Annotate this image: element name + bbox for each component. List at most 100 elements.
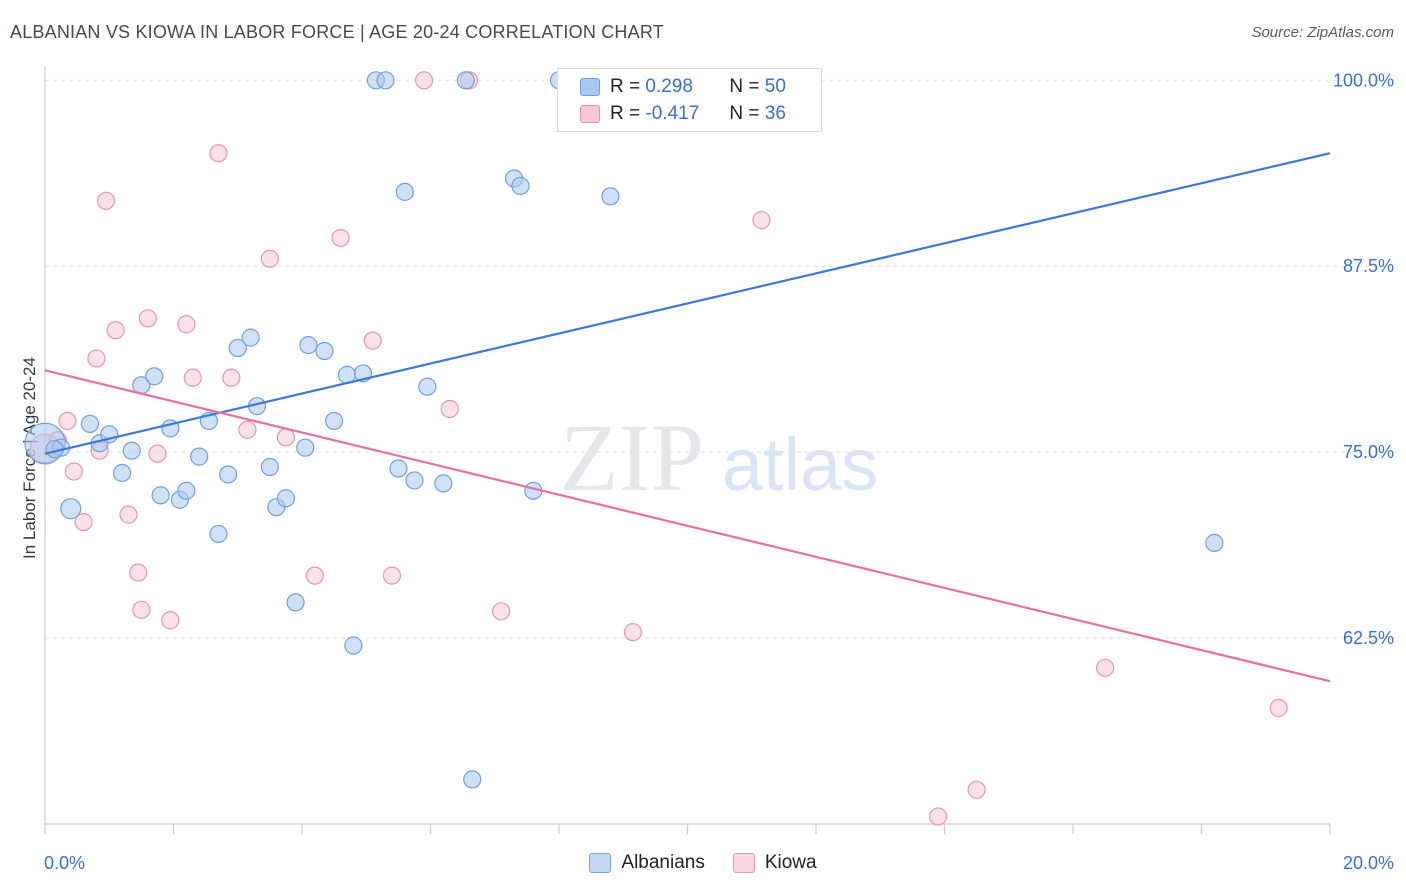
albanian-point xyxy=(260,457,279,477)
y-tick-label: 87.5% xyxy=(1343,256,1394,276)
kiowa-point xyxy=(177,315,196,334)
x-tick-label: 0.0% xyxy=(44,853,85,873)
kiowa-point xyxy=(440,399,459,419)
x-tick-label: 20.0% xyxy=(1343,853,1394,873)
kiowa-point xyxy=(331,228,350,248)
albanians-trend-line xyxy=(44,152,1331,455)
kiowa-point xyxy=(138,309,157,328)
albanian-point xyxy=(296,438,315,457)
kiowa-point xyxy=(132,600,151,619)
albanian-point xyxy=(286,593,305,612)
r-value-kiowa: -0.417 xyxy=(645,103,700,124)
grid-lines xyxy=(45,79,1392,639)
albanian-point xyxy=(122,441,141,460)
kiowa-point xyxy=(382,566,402,585)
kiowa-point xyxy=(1269,698,1288,718)
kiowa-point xyxy=(148,444,167,463)
albanian-point xyxy=(209,524,228,544)
source-label: Source: ZipAtlas.com xyxy=(1251,24,1394,41)
albanian-point xyxy=(151,486,170,505)
albanian-point xyxy=(456,71,475,90)
kiowa-point xyxy=(58,411,77,431)
albanian-point xyxy=(219,465,238,484)
albanian-point xyxy=(344,636,363,655)
kiowa-point xyxy=(260,249,279,268)
albanian-point xyxy=(241,328,260,347)
albanian-point xyxy=(112,463,132,483)
series-legend: Albanians Kiowa xyxy=(0,852,1406,874)
n-label: N = xyxy=(729,103,760,124)
kiowa-point xyxy=(161,611,180,630)
stats-row-albanians: R = 0.298 N = 50 xyxy=(580,74,786,100)
albanian-point xyxy=(276,489,296,508)
kiowa-point xyxy=(106,321,125,340)
kiowa-point xyxy=(967,780,986,799)
albanian-points xyxy=(24,71,1224,789)
x-tick-labels: 0.0% 20.0% xyxy=(44,853,1394,873)
albanian-point xyxy=(145,367,164,386)
albanian-point xyxy=(463,770,482,789)
albanians-swatch xyxy=(580,78,600,96)
n-value-kiowa: 36 xyxy=(764,103,786,124)
kiowa-point xyxy=(305,566,324,585)
watermark-zip: ZIP xyxy=(560,404,704,511)
kiowa-point xyxy=(64,462,84,481)
kiowa-point xyxy=(183,368,202,387)
albanian-point xyxy=(299,335,318,355)
n-label: N = xyxy=(729,76,760,97)
kiowa-point xyxy=(74,512,93,532)
watermark-atlas: atlas xyxy=(722,423,878,506)
albanian-point xyxy=(434,474,453,493)
kiowa-trend-line xyxy=(44,369,1331,683)
kiowa-point xyxy=(119,505,138,524)
albanian-point xyxy=(511,176,530,196)
y-tick-label: 62.5% xyxy=(1343,628,1394,648)
albanian-point xyxy=(405,471,424,490)
y-tick-label: 75.0% xyxy=(1343,442,1394,462)
kiowa-point xyxy=(752,211,771,230)
albanian-point xyxy=(60,498,82,520)
legend-label-kiowa: Kiowa xyxy=(764,852,817,873)
albanian-point xyxy=(190,447,209,466)
stats-row-kiowa: R = -0.417 N = 36 xyxy=(580,101,786,127)
y-tick-labels: 62.5% 75.0% 87.5% 100.0% xyxy=(1333,70,1394,648)
legend-label-albanians: Albanians xyxy=(621,852,705,873)
albanians-legend-swatch xyxy=(589,853,612,873)
kiowa-point xyxy=(492,602,511,621)
albanian-point xyxy=(177,481,196,500)
legend-item-kiowa[interactable]: Kiowa xyxy=(732,852,817,874)
kiowa-point xyxy=(87,349,106,368)
stats-legend: R = 0.298 N = 50 R = -0.417 N = 36 xyxy=(557,68,822,132)
albanian-point xyxy=(315,341,334,361)
kiowa-point xyxy=(623,623,642,642)
r-label: R = xyxy=(610,76,641,97)
kiowa-point xyxy=(928,807,948,826)
trend-lines xyxy=(44,152,1331,683)
kiowa-point xyxy=(276,428,296,447)
kiowa-point xyxy=(1096,658,1115,677)
albanian-point xyxy=(601,187,620,206)
albanian-point xyxy=(376,71,395,90)
kiowa-legend-swatch xyxy=(732,853,755,873)
chart-title: ALBANIAN VS KIOWA IN LABOR FORCE | AGE 2… xyxy=(10,22,664,42)
albanian-point xyxy=(228,338,247,358)
watermark: ZIP atlas xyxy=(560,404,878,511)
r-value-albanians: 0.298 xyxy=(645,76,693,97)
kiowa-point xyxy=(414,71,434,90)
albanian-point xyxy=(80,414,100,433)
albanian-point xyxy=(325,411,344,431)
n-value-albanians: 50 xyxy=(764,76,786,97)
albanian-point xyxy=(1205,533,1224,552)
r-label: R = xyxy=(610,103,641,124)
kiowa-point xyxy=(209,144,228,163)
albanian-point xyxy=(418,377,437,396)
legend-item-albanians[interactable]: Albanians xyxy=(589,852,705,874)
kiowa-swatch xyxy=(580,105,600,123)
kiowa-point xyxy=(238,420,257,439)
kiowa-point xyxy=(129,563,148,582)
y-tick-label: 100.0% xyxy=(1333,70,1394,90)
kiowa-point xyxy=(363,331,382,350)
albanian-point xyxy=(395,182,414,201)
albanian-point xyxy=(389,459,408,478)
